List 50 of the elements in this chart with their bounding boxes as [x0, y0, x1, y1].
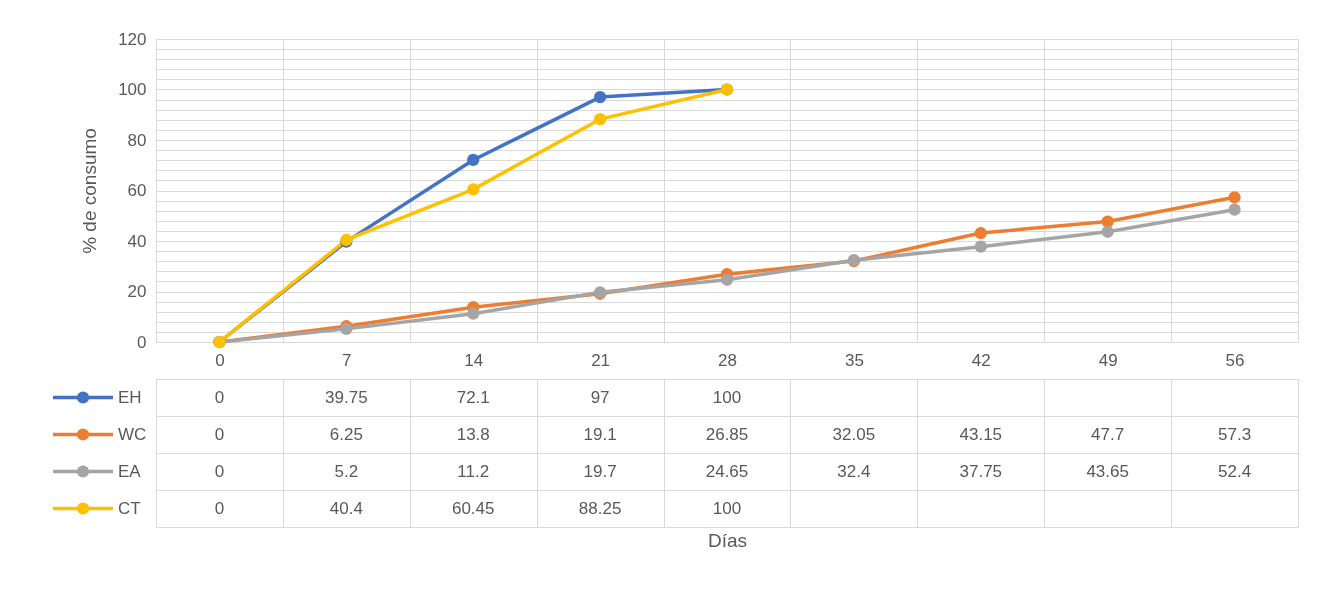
- y-tick-label: 120: [118, 29, 147, 49]
- data-label: 13.8: [456, 424, 490, 444]
- data-label: 40.4: [329, 498, 363, 518]
- data-label: 52.4: [1218, 461, 1252, 481]
- data-label: 0: [214, 424, 225, 444]
- y-tick-label: 0: [137, 332, 147, 352]
- data-label: 19.7: [583, 461, 617, 481]
- x-tick-label: 7: [342, 350, 352, 370]
- x-tick-label: 21: [591, 350, 611, 370]
- data-label: 43.65: [1086, 461, 1129, 481]
- data-label: 0: [214, 387, 225, 407]
- y-tick-label: 80: [127, 130, 147, 150]
- data-label: 32.05: [832, 424, 876, 444]
- x-tick-label: 56: [1225, 350, 1245, 370]
- legend-label: WC: [118, 424, 147, 444]
- text: Días: [707, 529, 748, 551]
- data-label: 57.3: [1218, 424, 1252, 444]
- data-label: 97: [590, 387, 610, 407]
- data-label: 72.1: [456, 387, 490, 407]
- y-tick-label: 40: [127, 231, 147, 251]
- data-label: 32.4: [837, 461, 871, 481]
- x-tick-label: 49: [1098, 350, 1118, 370]
- data-label: 0: [214, 461, 225, 481]
- y-tick-label: 60: [127, 181, 147, 200]
- legend-label: EH: [118, 387, 142, 407]
- data-label: 5.2: [334, 461, 359, 481]
- data-label: 24.65: [705, 461, 749, 481]
- x-tick-label: 35: [844, 350, 864, 370]
- data-label: 0: [214, 498, 225, 518]
- data-label: 37.75: [959, 461, 1003, 481]
- data-label: 100: [712, 498, 742, 518]
- x-tick-label: 14: [464, 350, 484, 370]
- data-label: 100: [712, 387, 742, 407]
- y-axis-title: % de consumo: [79, 128, 101, 254]
- data-label: 39.75: [325, 387, 368, 407]
- legend-label: CT: [118, 498, 141, 518]
- x-tick-label: 0: [215, 350, 225, 370]
- data-label: 47.7: [1091, 424, 1125, 444]
- data-label: 6.25: [329, 424, 363, 444]
- x-tick-label: 28: [718, 350, 737, 370]
- data-label: 60.45: [451, 498, 495, 518]
- y-tick-label: 100: [118, 80, 147, 99]
- data-label: 88.25: [578, 498, 622, 518]
- data-label: 43.15: [959, 424, 1003, 444]
- legend-label: EA: [118, 461, 142, 481]
- data-label: 26.85: [705, 424, 749, 444]
- data-label: 19.1: [583, 424, 617, 444]
- x-tick-label: 42: [971, 350, 991, 370]
- y-tick-label: 20: [127, 282, 147, 301]
- data-label: 11.2: [457, 461, 490, 481]
